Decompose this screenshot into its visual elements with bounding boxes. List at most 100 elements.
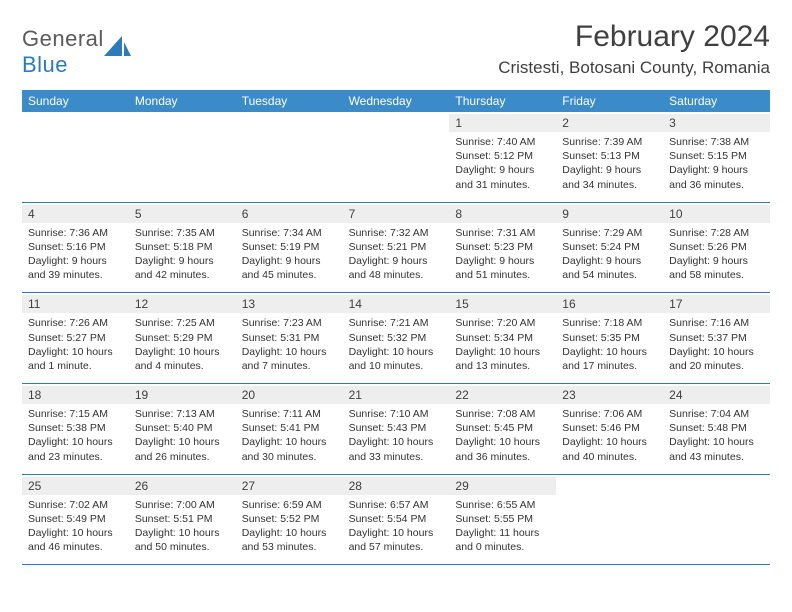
day-sunrise: Sunrise: 7:11 AM xyxy=(242,407,337,421)
day-number: 20 xyxy=(242,388,337,402)
week-row: 4Sunrise: 7:36 AMSunset: 5:16 PMDaylight… xyxy=(22,203,770,294)
day-daylight2: and 31 minutes. xyxy=(455,178,550,192)
day-daylight1: Daylight: 9 hours xyxy=(562,254,657,268)
day-daylight2: and 39 minutes. xyxy=(28,268,123,282)
day-cell: 13 Sunrise: 7:23 AMSunset: 5:31 PMDayligh… xyxy=(236,293,343,383)
day-cell xyxy=(663,475,770,565)
day-daylight1: Daylight: 10 hours xyxy=(669,435,764,449)
day-sunset: Sunset: 5:12 PM xyxy=(455,149,550,163)
day-number-bar: 11 xyxy=(22,295,129,313)
day-sunset: Sunset: 5:40 PM xyxy=(135,421,230,435)
day-daylight2: and 45 minutes. xyxy=(242,268,337,282)
day-sunset: Sunset: 5:43 PM xyxy=(349,421,444,435)
day-sunset: Sunset: 5:18 PM xyxy=(135,240,230,254)
day-cell xyxy=(236,112,343,202)
day-number: 13 xyxy=(242,297,337,311)
day-daylight1: Daylight: 10 hours xyxy=(135,345,230,359)
day-daylight1: Daylight: 10 hours xyxy=(242,435,337,449)
day-number-bar: 28 xyxy=(343,477,450,495)
day-daylight1: Daylight: 10 hours xyxy=(349,345,444,359)
weekday-header: Tuesday xyxy=(236,90,343,112)
month-title: February 2024 xyxy=(498,20,770,54)
day-number-bar: 17 xyxy=(663,295,770,313)
day-number: 18 xyxy=(28,388,123,402)
day-sunset: Sunset: 5:31 PM xyxy=(242,331,337,345)
day-daylight2: and 10 minutes. xyxy=(349,359,444,373)
day-number: 3 xyxy=(669,116,764,130)
day-daylight1: Daylight: 10 hours xyxy=(28,526,123,540)
day-number-bar: 10 xyxy=(663,205,770,223)
calendar-weeks: 1 Sunrise: 7:40 AMSunset: 5:12 PM Daylight… xyxy=(22,112,770,565)
day-cell: 9Sunrise: 7:29 AMSunset: 5:24 PMDaylight… xyxy=(556,203,663,293)
day-number-bar: 7 xyxy=(343,205,450,223)
day-sunset: Sunset: 5:26 PM xyxy=(669,240,764,254)
day-sunset: Sunset: 5:41 PM xyxy=(242,421,337,435)
day-number: 22 xyxy=(455,388,550,402)
day-number: 4 xyxy=(28,207,123,221)
day-sunset: Sunset: 5:29 PM xyxy=(135,331,230,345)
day-daylight1: Daylight: 10 hours xyxy=(349,435,444,449)
weekday-header: Saturday xyxy=(663,90,770,112)
day-sunset: Sunset: 5:54 PM xyxy=(349,512,444,526)
day-sunrise: Sunrise: 7:34 AM xyxy=(242,226,337,240)
day-daylight1: Daylight: 9 hours xyxy=(242,254,337,268)
day-daylight2: and 13 minutes. xyxy=(455,359,550,373)
day-sunset: Sunset: 5:21 PM xyxy=(349,240,444,254)
day-number: 8 xyxy=(455,207,550,221)
day-daylight2: and 33 minutes. xyxy=(349,450,444,464)
day-sunset: Sunset: 5:46 PM xyxy=(562,421,657,435)
day-cell: 18Sunrise: 7:15 AMSunset: 5:38 PMDayligh… xyxy=(22,384,129,474)
day-number-bar: 23 xyxy=(556,386,663,404)
day-sunrise: Sunrise: 6:59 AM xyxy=(242,498,337,512)
day-number-bar: 19 xyxy=(129,386,236,404)
day-daylight2: and 17 minutes. xyxy=(562,359,657,373)
day-sunrise: Sunrise: 7:40 AM xyxy=(455,135,550,149)
day-sunrise: Sunrise: 7:08 AM xyxy=(455,407,550,421)
day-daylight2: and 46 minutes. xyxy=(28,540,123,554)
day-cell: 5Sunrise: 7:35 AMSunset: 5:18 PMDaylight… xyxy=(129,203,236,293)
day-number: 28 xyxy=(349,479,444,493)
day-cell: 19Sunrise: 7:13 AMSunset: 5:40 PMDayligh… xyxy=(129,384,236,474)
day-number: 9 xyxy=(562,207,657,221)
day-daylight1: Daylight: 10 hours xyxy=(455,345,550,359)
day-number: 14 xyxy=(349,297,444,311)
day-sunrise: Sunrise: 7:18 AM xyxy=(562,316,657,330)
day-number-bar: 27 xyxy=(236,477,343,495)
day-number-bar: 21 xyxy=(343,386,450,404)
day-sunrise: Sunrise: 7:39 AM xyxy=(562,135,657,149)
day-number: 27 xyxy=(242,479,337,493)
day-daylight2: and 30 minutes. xyxy=(242,450,337,464)
day-sunrise: Sunrise: 7:21 AM xyxy=(349,316,444,330)
day-daylight1: Daylight: 10 hours xyxy=(135,526,230,540)
day-cell: 21Sunrise: 7:10 AMSunset: 5:43 PMDayligh… xyxy=(343,384,450,474)
day-number: 1 xyxy=(455,116,550,130)
day-daylight2: and 42 minutes. xyxy=(135,268,230,282)
day-sunset: Sunset: 5:45 PM xyxy=(455,421,550,435)
calendar: SundayMondayTuesdayWednesdayThursdayFrid… xyxy=(22,90,770,565)
day-daylight1: Daylight: 10 hours xyxy=(28,345,123,359)
day-cell: 15Sunrise: 7:20 AMSunset: 5:34 PMDayligh… xyxy=(449,293,556,383)
day-cell: 25Sunrise: 7:02 AMSunset: 5:49 PMDayligh… xyxy=(22,475,129,565)
day-daylight1: Daylight: 10 hours xyxy=(455,435,550,449)
day-sunset: Sunset: 5:55 PM xyxy=(455,512,550,526)
day-number: 5 xyxy=(135,207,230,221)
day-sunrise: Sunrise: 7:23 AM xyxy=(242,316,337,330)
day-cell: 14 Sunrise: 7:21 AMSunset: 5:32 PMDayligh… xyxy=(343,293,450,383)
weekday-header-row: SundayMondayTuesdayWednesdayThursdayFrid… xyxy=(22,90,770,112)
day-sunset: Sunset: 5:35 PM xyxy=(562,331,657,345)
day-cell: 11Sunrise: 7:26 AMSunset: 5:27 PMDayligh… xyxy=(22,293,129,383)
day-sunrise: Sunrise: 7:13 AM xyxy=(135,407,230,421)
day-sunset: Sunset: 5:16 PM xyxy=(28,240,123,254)
day-sunset: Sunset: 5:13 PM xyxy=(562,149,657,163)
day-number: 11 xyxy=(28,297,123,311)
day-daylight1: Daylight: 10 hours xyxy=(242,345,337,359)
day-cell: 2Sunrise: 7:39 AMSunset: 5:13 PMDaylight… xyxy=(556,112,663,202)
day-sunset: Sunset: 5:32 PM xyxy=(349,331,444,345)
day-sunrise: Sunrise: 7:32 AM xyxy=(349,226,444,240)
day-daylight1: Daylight: 10 hours xyxy=(349,526,444,540)
day-number-bar: 2 xyxy=(556,114,663,132)
day-number: 15 xyxy=(455,297,550,311)
weekday-header: Friday xyxy=(556,90,663,112)
day-number: 6 xyxy=(242,207,337,221)
day-sunset: Sunset: 5:52 PM xyxy=(242,512,337,526)
